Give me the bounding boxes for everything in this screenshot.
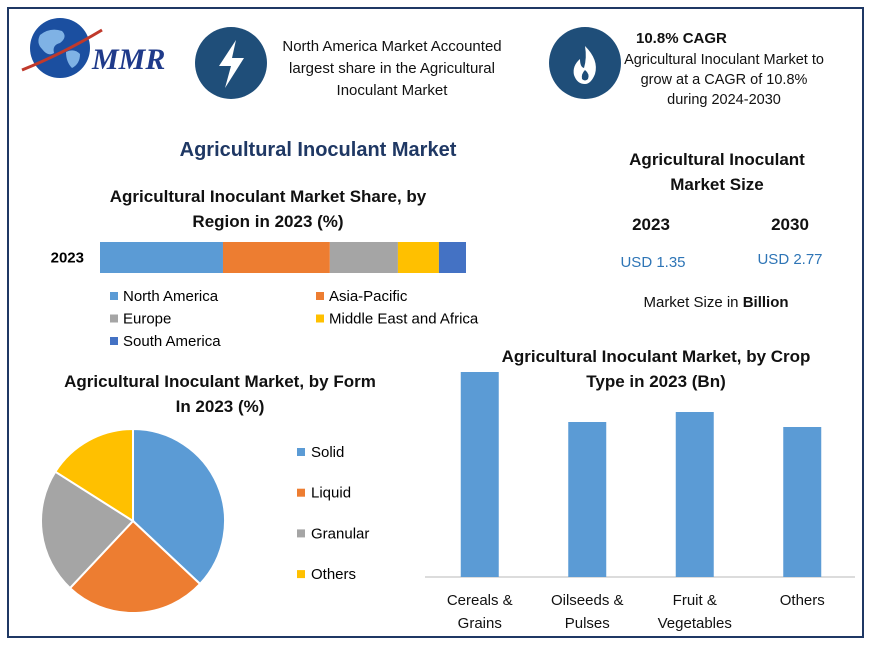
chart-title: Agricultural Inoculant Market, by Form I… [64,372,376,416]
bar [568,422,607,577]
x-tick-label: Oilseeds & Pulses [550,592,624,632]
market-size-year: 2023 [632,215,670,234]
icon-circle [549,27,621,99]
highlight-title: 10.8% CAGR [636,30,727,47]
market-size-value: USD 2.77 [757,251,823,268]
lightning-icon [219,40,244,88]
bar-segment [100,242,223,273]
market-size-note: Market Size in Billion [643,292,788,314]
legend-swatch [110,337,118,345]
x-tick-label: Fruit & Vegetables [657,592,732,632]
legend-label: Asia-Pacific [329,288,408,305]
legend-label: Europe [123,310,171,327]
legend-label: Liquid [311,485,351,502]
legend-swatch [316,292,324,300]
highlight-text: Agricultural Inoculant Market to grow at… [624,52,824,108]
flame-icon [573,46,596,84]
legend-label: South America [123,333,221,350]
legend-label: Granular [311,525,369,542]
legend-swatch [316,314,324,323]
bar-segment [397,242,439,273]
chart-title: Agricultural Inoculant Market, by Crop T… [501,347,811,391]
pie-slice [68,519,202,614]
legend-swatch [110,292,118,300]
bar [675,412,714,577]
legend-label: Middle East and Africa [329,310,479,327]
pie-slice [40,470,135,590]
legend-swatch [297,570,305,579]
market-size-title: Agricultural Inoculant Market Size [629,150,805,194]
logo-globe [21,18,103,78]
logo-text: MMR [91,43,165,76]
bar-segment [329,242,398,273]
legend-label: Others [311,566,356,583]
legend-swatch [297,529,305,538]
legend-swatch [110,314,118,323]
flame-icon-inner [581,70,589,81]
x-tick-label: Cereals & Grains [446,592,513,632]
legend-label: Solid [311,444,344,461]
pie-slice [132,427,226,586]
legend-swatch [297,448,305,456]
bar [783,427,822,577]
market-size-year: 2030 [771,215,809,234]
chart-title: Agricultural Inoculant Market Share, by … [109,187,427,231]
note-text: Market Size in [643,294,739,311]
legend-swatch [297,488,305,497]
bar-segment [438,242,466,273]
bar [460,372,499,577]
legend-label: North America [123,288,219,305]
frame [7,7,864,638]
highlight-text: North America Market Accounted largest s… [282,38,502,99]
note-unit: Billion [742,294,789,311]
market-size-value: USD 1.35 [620,254,686,271]
y-tick-label: 2023 [51,249,84,266]
main-title: Agricultural Inoculant Market [179,139,457,161]
bar-segment [222,242,330,273]
x-tick-label: Others [779,592,825,609]
pie-slice [53,427,134,523]
